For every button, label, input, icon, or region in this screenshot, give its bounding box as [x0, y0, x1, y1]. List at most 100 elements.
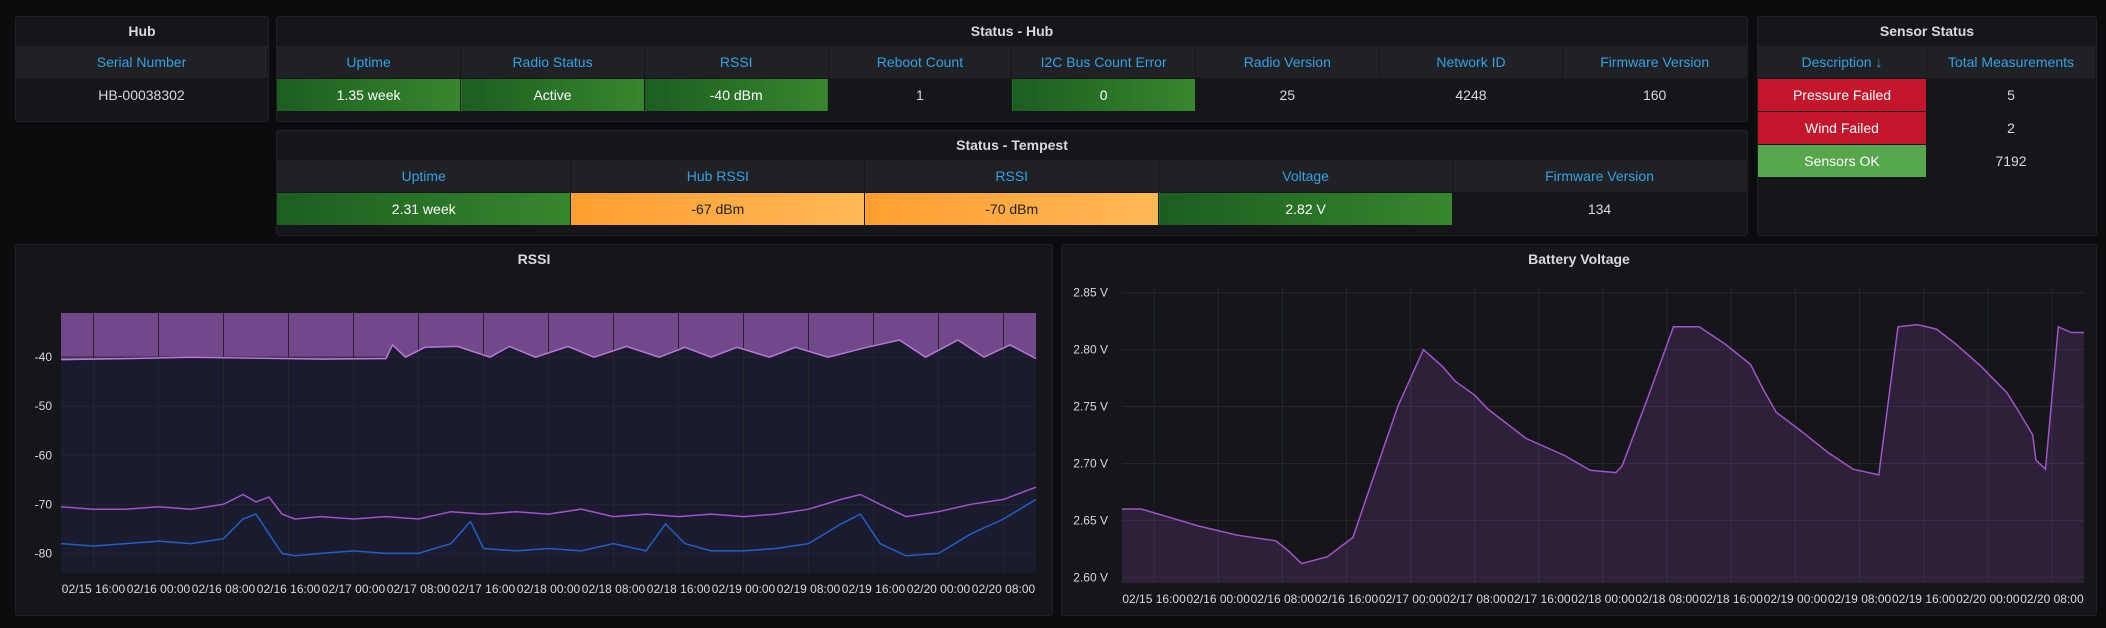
hub-table: Serial Number HB-00038302	[16, 46, 268, 111]
col-tempest-rssi[interactable]: RSSI	[864, 160, 1160, 193]
table-row: Sensors OK 7192	[1758, 144, 2096, 177]
x-tick-label: 02/17 16:00	[1507, 592, 1571, 606]
sensor-desc-cell: Sensors OK	[1758, 144, 1927, 177]
x-tick-label: 02/18 16:00	[1700, 592, 1764, 606]
sensor-status-panel: Sensor Status Description ↓ Total Measur…	[1757, 16, 2097, 236]
table-row: Wind Failed 2	[1758, 111, 2096, 145]
sensor-desc-cell: Wind Failed	[1758, 111, 1927, 145]
status-hub-table: Uptime Radio Status RSSI Reboot Count I2…	[277, 46, 1747, 111]
hub-title: Hub	[128, 23, 156, 39]
series-area	[1122, 324, 2084, 583]
hub-panel: Hub Serial Number HB-00038302	[15, 16, 269, 122]
x-tick-label: 02/17 08:00	[387, 582, 451, 596]
x-tick-label: 02/16 00:00	[1186, 592, 1250, 606]
col-description[interactable]: Description ↓	[1758, 46, 1927, 79]
y-tick-label: 2.80 V	[1073, 343, 1108, 357]
status-tempest-table: Uptime Hub RSSI RSSI Voltage Firmware Ve…	[277, 160, 1747, 225]
x-tick-label: 02/20 08:00	[2020, 592, 2084, 606]
col-radio-version[interactable]: Radio Version	[1195, 46, 1380, 79]
x-tick-label: 02/16 00:00	[127, 582, 191, 596]
x-tick-label: 02/17 00:00	[1379, 592, 1443, 606]
x-tick-label: 02/18 08:00	[582, 582, 646, 596]
y-tick-label: 2.70 V	[1073, 456, 1108, 470]
x-tick-label: 02/15 16:00	[62, 582, 126, 596]
x-tick-label: 02/18 16:00	[647, 582, 711, 596]
col-voltage[interactable]: Voltage	[1158, 160, 1454, 193]
y-tick-label: -40	[35, 350, 53, 364]
status-tempest-panel: Status - Tempest Uptime Hub RSSI RSSI Vo…	[276, 130, 1748, 236]
series-line[interactable]	[1122, 323, 2084, 565]
x-tick-label: 02/16 08:00	[192, 582, 256, 596]
col-hub-rssi[interactable]: Hub RSSI	[570, 160, 866, 193]
network-id-value: 4248	[1379, 78, 1564, 111]
x-tick-label: 02/15 16:00	[1122, 592, 1186, 606]
i2c-error-value: 0	[1011, 78, 1196, 111]
series-line[interactable]	[60, 339, 1037, 361]
sensor-desc-cell: Pressure Failed	[1758, 78, 1927, 112]
x-tick-label: 02/20 00:00	[1956, 592, 2020, 606]
col-uptime[interactable]: Uptime	[277, 46, 462, 79]
tempest-firmware-value: 134	[1452, 192, 1747, 225]
x-tick-label: 02/19 08:00	[777, 582, 841, 596]
x-tick-label: 02/17 16:00	[452, 582, 516, 596]
series-line[interactable]	[60, 486, 1037, 520]
x-tick-label: 02/19 00:00	[712, 582, 776, 596]
x-tick-label: 02/16 08:00	[1251, 592, 1315, 606]
reboot-count-value: 1	[828, 78, 1013, 111]
x-tick-label: 02/17 00:00	[322, 582, 386, 596]
x-tick-label: 02/18 08:00	[1635, 592, 1699, 606]
col-firmware-version[interactable]: Firmware Version	[1562, 46, 1747, 79]
battery-chart-title: Battery Voltage	[1528, 251, 1630, 267]
y-tick-label: -50	[35, 399, 53, 413]
radio-status-value: Active	[460, 78, 645, 111]
battery-chart-panel: Battery Voltage 2.60 V 2.65 V 2.70 V 2.75 V…	[1061, 244, 2097, 616]
x-tick-label: 02/20 08:00	[972, 582, 1036, 596]
sensor-total-cell: 2	[1926, 111, 2096, 145]
status-hub-panel: Status - Hub Uptime Radio Status RSSI Re…	[276, 16, 1748, 122]
col-total-measurements[interactable]: Total Measurements	[1926, 46, 2096, 79]
status-hub-title: Status - Hub	[970, 23, 1054, 39]
y-tick-label: 2.65 V	[1073, 513, 1108, 527]
status-tempest-title: Status - Tempest	[956, 137, 1068, 153]
sensor-total-cell: 5	[1926, 78, 2096, 112]
y-tick-label: 2.75 V	[1073, 400, 1108, 414]
hub-rssi-value: -67 dBm	[570, 192, 866, 225]
sensor-status-title: Sensor Status	[1879, 23, 1975, 39]
col-i2c-error[interactable]: I2C Bus Count Error	[1011, 46, 1196, 79]
rssi-chart-title: RSSI	[517, 251, 551, 267]
x-tick-label: 02/20 00:00	[907, 582, 971, 596]
y-tick-label: -80	[35, 546, 53, 560]
x-tick-label: 02/19 16:00	[1892, 592, 1956, 606]
hub-rssi-value: -40 dBm	[644, 78, 829, 111]
x-tick-label: 02/16 16:00	[1315, 592, 1379, 606]
x-tick-label: 02/19 16:00	[842, 582, 906, 596]
sensor-status-table: Description ↓ Total Measurements Pressur…	[1758, 46, 2096, 177]
rssi-chart-panel: RSSI -40 -50 -60 -70 -80 02/15 16:00 02/16 00:…	[15, 244, 1053, 616]
voltage-value: 2.82 V	[1158, 192, 1454, 225]
col-radio-status[interactable]: Radio Status	[460, 46, 645, 79]
x-tick-label: 02/16 16:00	[257, 582, 321, 596]
serial-number-header[interactable]: Serial Number	[16, 46, 268, 79]
y-tick-label: -60	[35, 448, 53, 462]
radio-version-value: 25	[1195, 78, 1380, 111]
col-tempest-firmware[interactable]: Firmware Version	[1452, 160, 1747, 193]
col-tempest-uptime[interactable]: Uptime	[277, 160, 572, 193]
y-tick-label: -70	[35, 497, 53, 511]
x-tick-label: 02/18 00:00	[1571, 592, 1635, 606]
x-tick-label: 02/19 00:00	[1764, 592, 1828, 606]
battery-voltage-chart[interactable]: 2.60 V 2.65 V 2.70 V 2.75 V 2.80 V 2.85 V 02/1…	[1062, 273, 2096, 613]
y-tick-label: 2.60 V	[1073, 570, 1108, 584]
col-reboot-count[interactable]: Reboot Count	[828, 46, 1013, 79]
col-rssi[interactable]: RSSI	[644, 46, 829, 79]
sensor-total-cell: 7192	[1926, 144, 2096, 177]
tempest-uptime-value: 2.31 week	[277, 192, 572, 225]
series-line[interactable]	[60, 498, 1037, 557]
tempest-rssi-value: -70 dBm	[864, 192, 1160, 225]
hub-firmware-value: 160	[1562, 78, 1747, 111]
table-row: Pressure Failed 5	[1758, 78, 2096, 112]
hub-uptime-value: 1.35 week	[277, 78, 462, 111]
col-network-id[interactable]: Network ID	[1379, 46, 1564, 79]
y-tick-label: 2.85 V	[1073, 286, 1108, 300]
serial-number-value: HB-00038302	[16, 78, 268, 111]
